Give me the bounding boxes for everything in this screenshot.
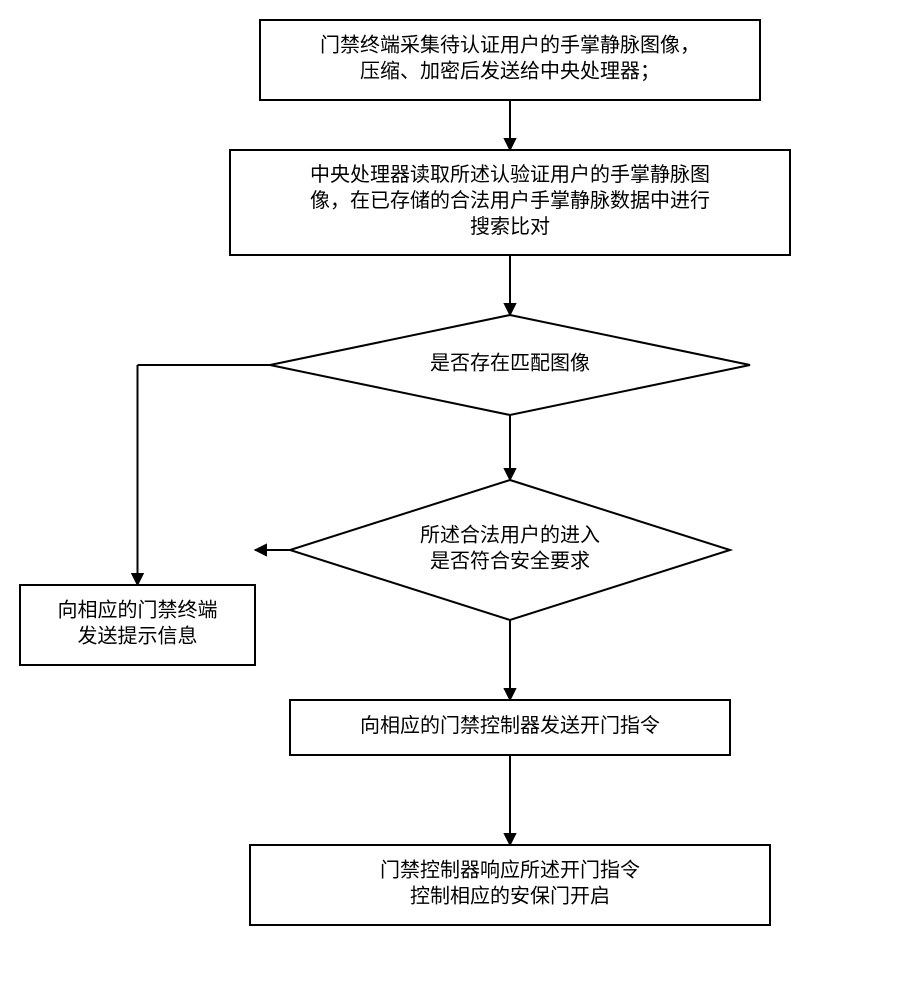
- step2-line-0: 中央处理器读取所述认验证用户的手掌静脉图: [310, 163, 710, 186]
- step1-line-1: 压缩、加密后发送给中央处理器；: [360, 60, 660, 83]
- step3-line-0: 向相应的门禁控制器发送开门指令: [360, 714, 660, 737]
- prompt-line-0: 向相应的门禁终端: [58, 599, 218, 622]
- step2-line-1: 像，在已存储的合法用户手掌静脉数据中进行: [310, 189, 710, 212]
- dec1-line-0: 是否存在匹配图像: [430, 352, 590, 375]
- step4-line-1: 控制相应的安保门开启: [410, 885, 610, 908]
- step1-line-0: 门禁终端采集待认证用户的手掌静脉图像，: [320, 34, 700, 57]
- prompt-line-1: 发送提示信息: [78, 625, 198, 648]
- dec2-line-0: 所述合法用户的进入: [420, 524, 600, 547]
- step2-line-2: 搜索比对: [470, 215, 550, 238]
- step4-line-0: 门禁控制器响应所述开门指令: [380, 859, 640, 882]
- dec2-line-1: 是否符合安全要求: [430, 550, 590, 573]
